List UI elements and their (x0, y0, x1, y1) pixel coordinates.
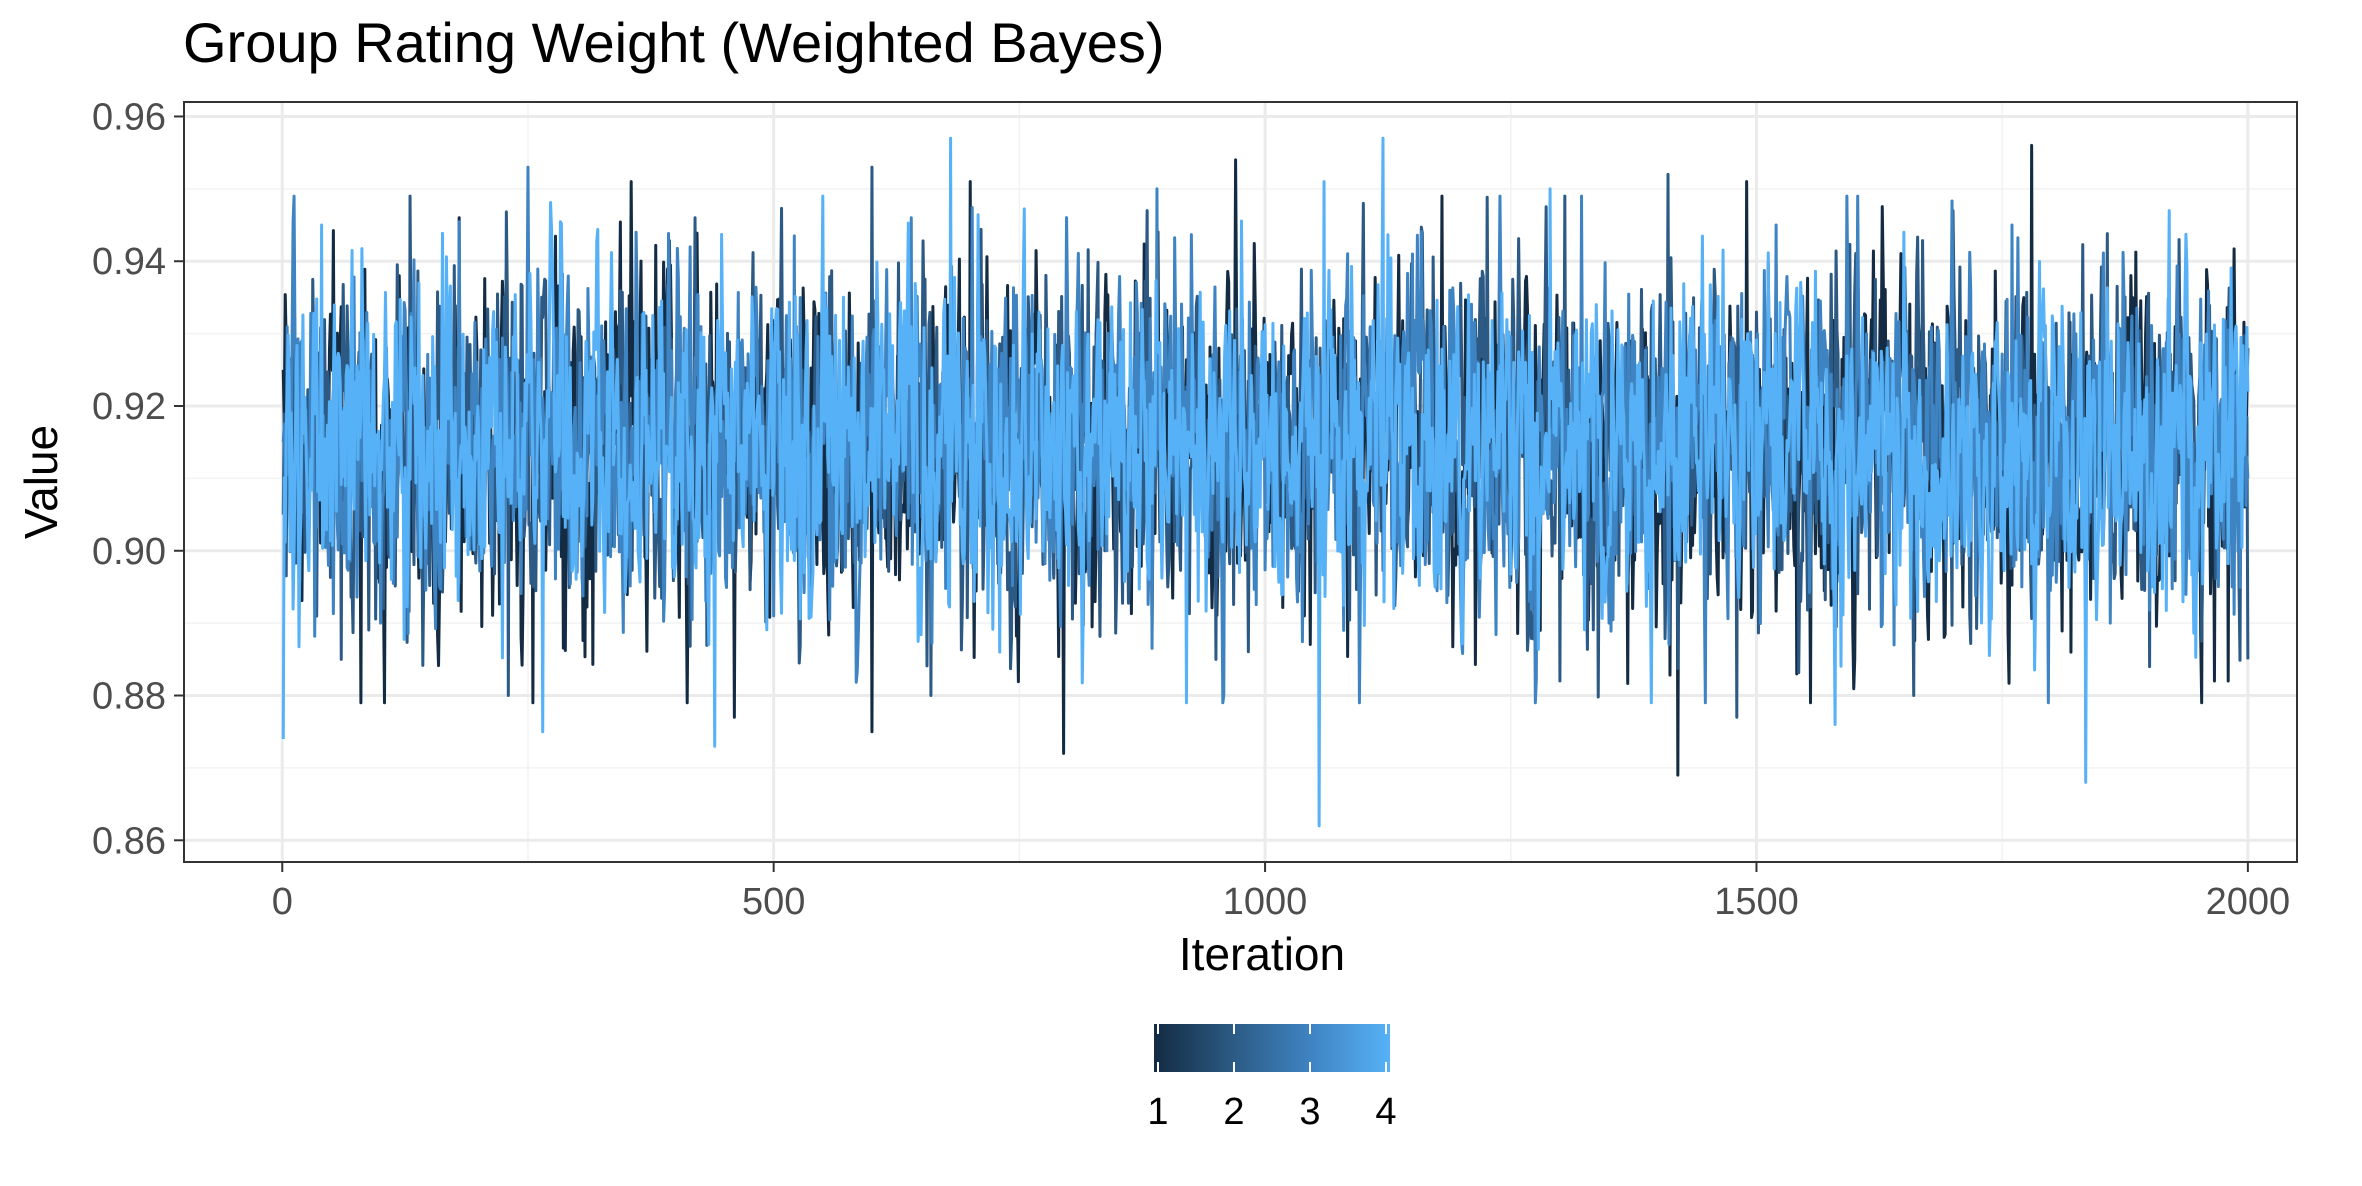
x-tick-label: 1500 (1714, 881, 1799, 923)
series-line-4 (281, 136, 2250, 828)
y-tick-label: 0.92 (92, 386, 166, 428)
colorbar-label: 3 (1299, 1091, 1320, 1133)
x-axis: 0 500 1000 1500 2000 (272, 862, 2290, 923)
y-tick-label: 0.86 (92, 820, 166, 862)
colorbar-legend: 1 2 3 4 (1147, 1024, 1397, 1133)
colorbar-label: 4 (1375, 1091, 1396, 1133)
y-axis: 0.86 0.88 0.90 0.92 0.94 0.96 (92, 96, 184, 862)
y-tick-label: 0.90 (92, 531, 166, 573)
plot-area (183, 101, 2298, 863)
colorbar-label: 2 (1223, 1091, 1244, 1133)
y-tick-label: 0.88 (92, 676, 166, 718)
x-tick-label: 500 (742, 881, 805, 923)
x-tick-label: 0 (272, 881, 293, 923)
plot-border (183, 101, 2298, 863)
y-axis-label: Value (15, 425, 67, 539)
chart-title: Group Rating Weight (Weighted Bayes) (183, 11, 1165, 74)
series-layer (281, 136, 2250, 828)
x-tick-label: 1000 (1223, 881, 1308, 923)
x-tick-label: 2000 (2206, 881, 2291, 923)
y-tick-label: 0.94 (92, 241, 166, 283)
colorbar (1154, 1024, 1390, 1072)
x-axis-label: Iteration (1179, 928, 1345, 980)
colorbar-label: 1 (1147, 1091, 1168, 1133)
colorbar-labels: 1 2 3 4 (1147, 1091, 1396, 1133)
y-tick-label: 0.96 (92, 96, 166, 138)
